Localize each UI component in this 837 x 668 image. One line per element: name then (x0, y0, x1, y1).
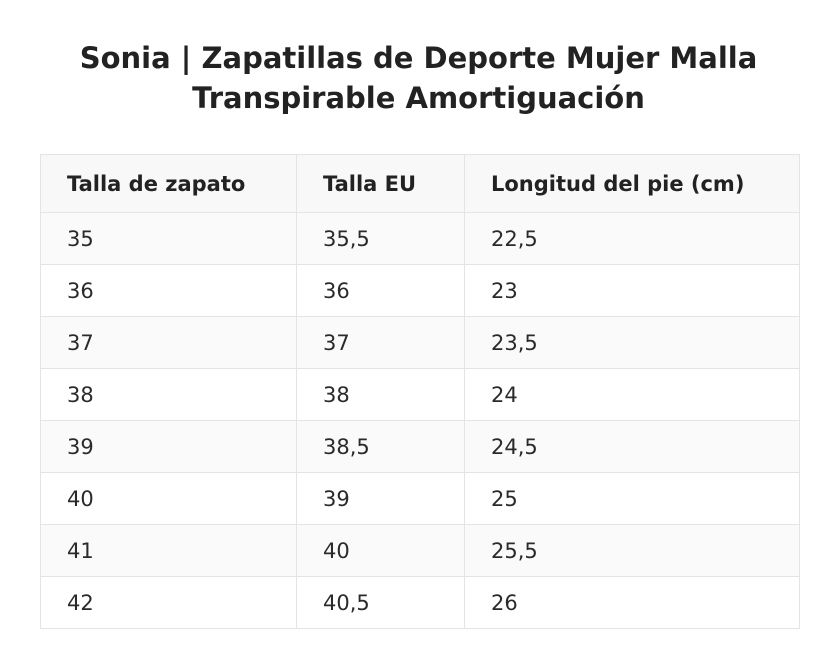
table-row: 37 37 23,5 (40, 316, 800, 369)
header-foot-length: Longitud del pie (cm) (464, 154, 800, 213)
cell-shoe-size: 39 (40, 420, 297, 473)
cell-foot-length: 23 (464, 264, 800, 317)
cell-shoe-size: 42 (40, 576, 297, 629)
cell-shoe-size: 35 (40, 212, 297, 265)
cell-foot-length: 25,5 (464, 524, 800, 577)
table-row: 39 38,5 24,5 (40, 420, 800, 473)
cell-shoe-size: 38 (40, 368, 297, 421)
cell-shoe-size: 41 (40, 524, 297, 577)
cell-foot-length: 23,5 (464, 316, 800, 369)
table-row: 41 40 25,5 (40, 524, 800, 577)
cell-foot-length: 24 (464, 368, 800, 421)
page-title-line-2: Transpirable Amortiguación (192, 81, 645, 115)
cell-eu-size: 37 (296, 316, 465, 369)
cell-eu-size: 39 (296, 472, 465, 525)
cell-foot-length: 22,5 (464, 212, 800, 265)
cell-eu-size: 38,5 (296, 420, 465, 473)
cell-eu-size: 36 (296, 264, 465, 317)
cell-shoe-size: 40 (40, 472, 297, 525)
cell-eu-size: 35,5 (296, 212, 465, 265)
cell-eu-size: 40,5 (296, 576, 465, 629)
header-shoe-size: Talla de zapato (40, 154, 297, 213)
table-row: 40 39 25 (40, 472, 800, 525)
page-title: Sonia | Zapatillas de Deporte Mujer Mall… (0, 38, 837, 118)
table-row: 35 35,5 22,5 (40, 212, 800, 265)
cell-foot-length: 25 (464, 472, 800, 525)
header-row: Talla de zapato Talla EU Longitud del pi… (40, 154, 800, 213)
cell-shoe-size: 37 (40, 316, 297, 369)
size-table-header: Talla de zapato Talla EU Longitud del pi… (40, 154, 800, 213)
cell-eu-size: 40 (296, 524, 465, 577)
table-row: 38 38 24 (40, 368, 800, 421)
size-table: Talla de zapato Talla EU Longitud del pi… (40, 154, 800, 629)
cell-foot-length: 24,5 (464, 420, 800, 473)
cell-foot-length: 26 (464, 576, 800, 629)
page-title-line-1: Sonia | Zapatillas de Deporte Mujer Mall… (79, 41, 758, 75)
cell-eu-size: 38 (296, 368, 465, 421)
size-table-body: 35 35,5 22,5 36 36 23 37 37 23,5 38 38 2… (40, 212, 800, 629)
cell-shoe-size: 36 (40, 264, 297, 317)
header-eu-size: Talla EU (296, 154, 465, 213)
table-row: 42 40,5 26 (40, 576, 800, 629)
table-row: 36 36 23 (40, 264, 800, 317)
